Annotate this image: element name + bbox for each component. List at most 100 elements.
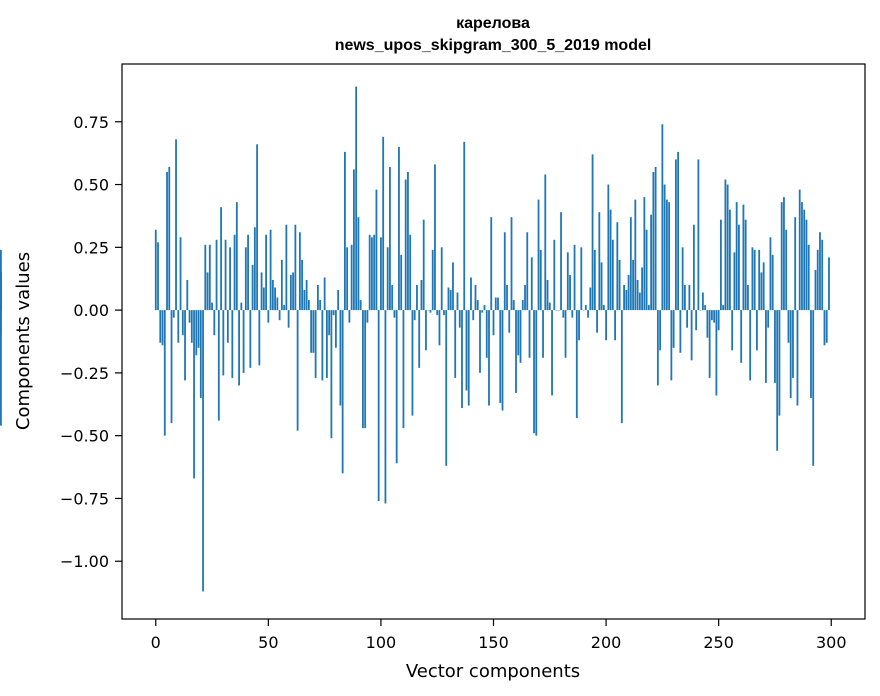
bar — [452, 262, 454, 311]
y-tick-label: −0.25 — [60, 364, 109, 383]
bar — [738, 224, 740, 311]
bar — [535, 310, 538, 436]
bar — [819, 232, 821, 311]
bar — [296, 310, 299, 431]
bar — [753, 249, 756, 311]
bar — [438, 310, 441, 346]
bar — [733, 252, 736, 311]
bar — [0, 272, 2, 311]
bar — [600, 262, 603, 311]
bar — [762, 262, 765, 311]
bar — [463, 141, 466, 311]
bar — [627, 274, 630, 311]
bar — [280, 259, 283, 311]
bar — [602, 305, 605, 311]
bar — [596, 310, 598, 333]
bar — [530, 257, 533, 311]
bar — [751, 247, 754, 311]
bar — [647, 305, 650, 311]
bar — [301, 259, 304, 311]
bar — [774, 310, 776, 383]
bar — [616, 222, 619, 311]
bar — [713, 310, 716, 323]
x-tick-label: 100 — [366, 633, 397, 652]
bar — [251, 264, 254, 311]
bar — [393, 310, 396, 318]
bar — [389, 166, 391, 311]
x-tick-label: 200 — [591, 633, 622, 652]
bar — [278, 310, 281, 321]
bar — [661, 124, 664, 311]
bar — [215, 239, 218, 311]
bar — [494, 297, 497, 311]
bar — [553, 239, 556, 311]
bar — [578, 310, 580, 341]
bar — [307, 300, 310, 311]
bar — [154, 229, 157, 311]
bar — [298, 232, 301, 311]
bar — [503, 232, 506, 311]
bar — [240, 302, 243, 311]
bar — [373, 234, 376, 311]
bar — [172, 310, 175, 318]
bar — [524, 285, 526, 311]
bar — [787, 310, 790, 343]
bar — [479, 310, 481, 373]
chart-subtitle: news_upos_skipgram_300_5_2019 model — [335, 37, 652, 54]
bar — [316, 285, 319, 311]
bar — [391, 285, 394, 311]
bar — [337, 290, 340, 311]
x-tick-label: 50 — [258, 633, 278, 652]
bar — [222, 310, 225, 376]
bar — [267, 310, 270, 323]
bar — [744, 219, 747, 311]
bar — [348, 310, 351, 323]
y-tick-label: 0.50 — [73, 176, 109, 195]
bar — [769, 237, 772, 311]
bar — [334, 310, 337, 348]
bar — [371, 237, 373, 311]
bar — [253, 227, 256, 311]
bar — [816, 249, 819, 311]
bar — [429, 310, 432, 313]
bar — [551, 310, 553, 396]
y-tick-label: 0.75 — [73, 113, 109, 132]
bar — [767, 310, 770, 328]
bar — [665, 199, 668, 311]
bar — [506, 285, 508, 311]
bar — [274, 287, 276, 311]
bar — [420, 279, 423, 311]
bar — [650, 214, 653, 311]
bar — [654, 166, 657, 311]
bar — [542, 310, 544, 358]
bar — [418, 310, 421, 368]
bar — [501, 310, 504, 411]
bar — [411, 310, 414, 416]
bar — [258, 310, 261, 366]
bar — [510, 217, 513, 311]
bar — [380, 237, 382, 311]
bar — [546, 279, 549, 311]
bar — [400, 254, 403, 311]
bar — [481, 310, 484, 313]
bar — [375, 189, 378, 311]
bar — [159, 310, 162, 343]
bar — [161, 310, 164, 346]
bar — [614, 310, 616, 341]
bar — [332, 310, 335, 316]
bar — [620, 310, 623, 424]
bar — [686, 310, 689, 328]
bar — [413, 310, 416, 321]
bar-series — [0, 86, 830, 592]
bar — [168, 166, 171, 311]
bar — [204, 244, 207, 311]
bar — [679, 310, 682, 353]
bar — [670, 310, 673, 381]
bar — [269, 229, 272, 311]
bar — [285, 224, 288, 311]
bar — [828, 257, 830, 311]
x-tick-label: 300 — [816, 633, 847, 652]
bar — [330, 310, 333, 439]
bar — [472, 310, 475, 321]
bar — [539, 249, 542, 311]
